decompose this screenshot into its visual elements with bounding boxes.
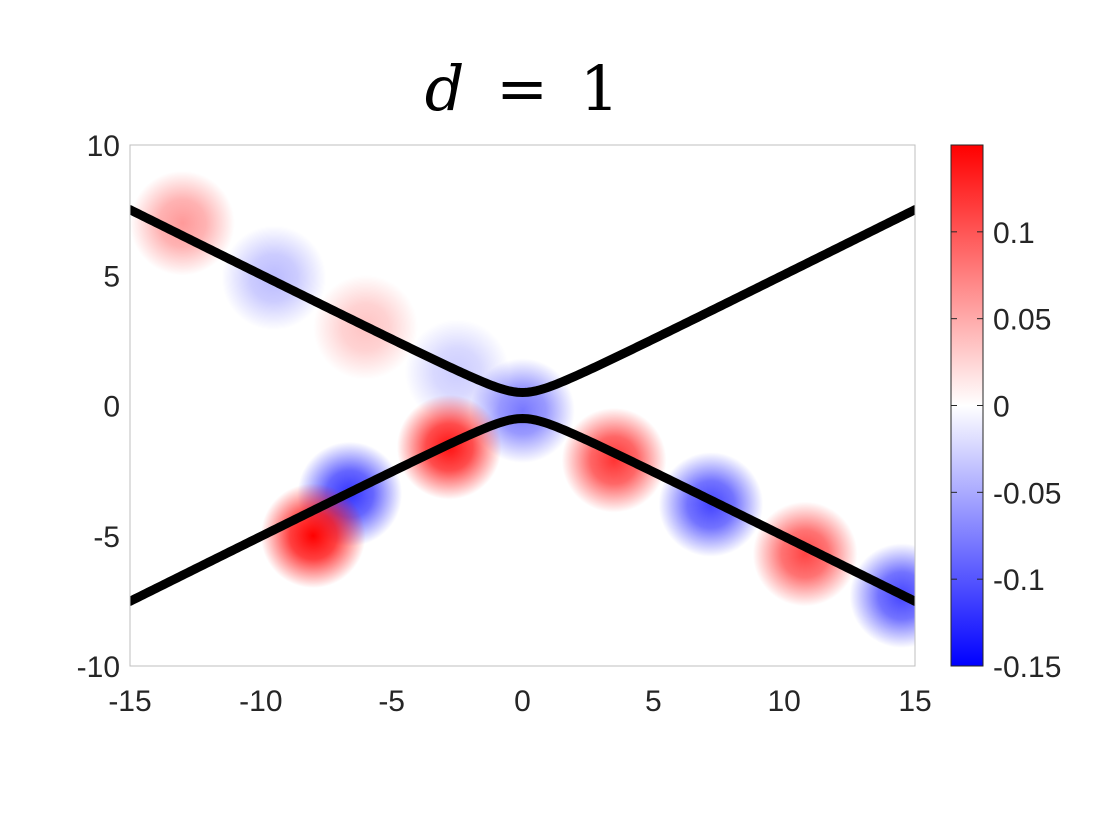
x-tick-label: 0: [514, 685, 531, 718]
x-tick-label: -15: [108, 685, 151, 718]
x-tick-label: 5: [645, 685, 662, 718]
y-tick-label: 10: [87, 130, 120, 163]
colorbar: 0.1 0.05 0 -0.05 -0.1 -0.15: [950, 144, 1061, 684]
heatmap-blob: [130, 170, 235, 276]
colorbar-tick-label: 0: [993, 391, 1010, 424]
y-tick-label: -10: [77, 651, 120, 684]
heatmap-blob: [260, 483, 366, 589]
plot-area: [129, 144, 916, 667]
curve-group: [130, 205, 915, 606]
y-tick-label: 0: [103, 391, 120, 424]
title-operator: =: [496, 52, 548, 125]
x-tick-label: -5: [378, 685, 405, 718]
colorbar-tick-label: -0.05: [993, 477, 1061, 510]
heatmap-blob: [849, 543, 915, 648]
y-tick-label: 5: [103, 260, 120, 293]
colorbar-tick-label: 0.05: [993, 304, 1051, 337]
plot-frame: [129, 144, 916, 667]
title-number: 1: [580, 52, 619, 125]
heatmap-blob: [752, 501, 858, 607]
title-variable: d: [425, 52, 465, 125]
upper-curve: [130, 205, 915, 397]
chart-title: d = 1: [425, 52, 620, 125]
lower-curve: [130, 414, 915, 606]
heatmap-blob: [561, 407, 667, 513]
colorbar-tick-label: -0.15: [993, 651, 1061, 684]
y-axis-ticks: 10 5 0 -5 -10: [77, 130, 120, 684]
x-axis-ticks: -15 -10 -5 0 5 10 15: [108, 685, 931, 718]
x-tick-label: 15: [898, 685, 931, 718]
colorbar-tick-label: 0.1: [993, 217, 1035, 250]
colorbar-ticks: 0.1 0.05 0 -0.05 -0.1 -0.15: [951, 217, 1061, 684]
y-tick-label: -5: [93, 521, 120, 554]
colorbar-tick-label: -0.1: [993, 564, 1045, 597]
x-tick-label: -10: [239, 685, 282, 718]
x-tick-label: 10: [767, 685, 800, 718]
